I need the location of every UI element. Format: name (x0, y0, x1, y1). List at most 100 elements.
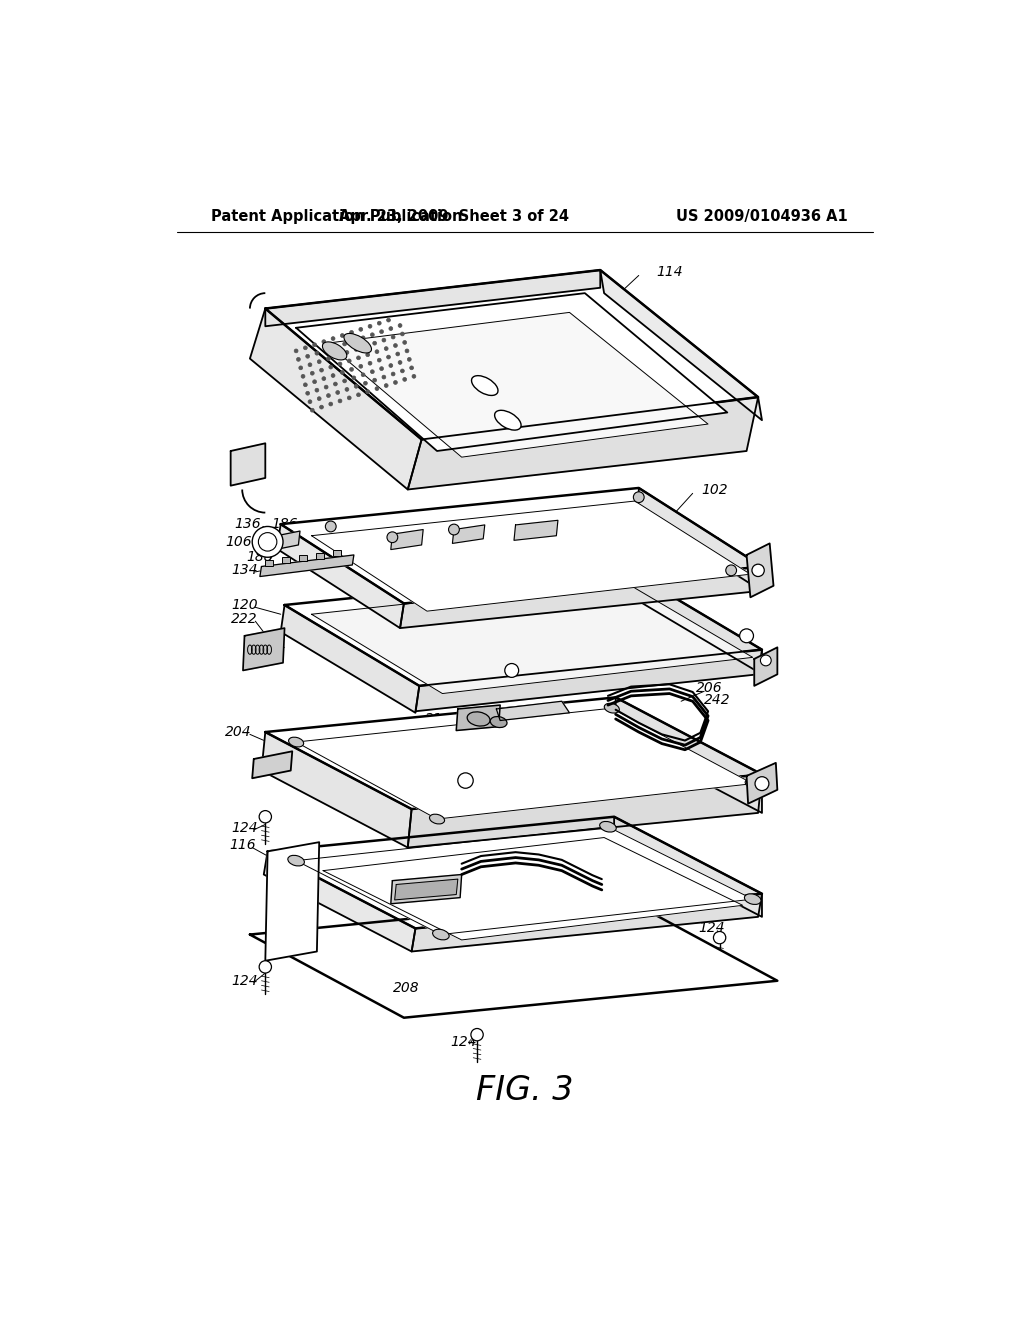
Circle shape (358, 327, 362, 331)
Text: 222: 222 (231, 612, 258, 626)
Text: 206: 206 (696, 681, 723, 696)
Text: 120: 120 (231, 598, 258, 612)
Polygon shape (457, 705, 500, 730)
Polygon shape (285, 570, 762, 686)
Circle shape (303, 346, 307, 350)
Text: 134: 134 (231, 564, 258, 577)
Circle shape (396, 352, 399, 356)
Polygon shape (408, 397, 758, 490)
Circle shape (325, 385, 328, 389)
Polygon shape (243, 628, 285, 671)
Polygon shape (250, 898, 777, 1018)
Circle shape (336, 391, 340, 395)
Circle shape (378, 321, 381, 325)
Text: Apr. 23, 2009  Sheet 3 of 24: Apr. 23, 2009 Sheet 3 of 24 (339, 209, 569, 223)
Circle shape (634, 492, 644, 503)
Text: 124: 124 (687, 876, 714, 891)
Circle shape (739, 628, 754, 643)
Circle shape (354, 347, 358, 351)
Circle shape (389, 326, 393, 330)
Circle shape (371, 370, 374, 374)
Polygon shape (416, 649, 762, 711)
Circle shape (308, 400, 312, 404)
Circle shape (343, 379, 346, 383)
Circle shape (410, 366, 414, 370)
Circle shape (329, 403, 333, 407)
Polygon shape (514, 520, 558, 540)
Bar (265, 560, 273, 566)
Text: 191: 191 (440, 508, 467, 523)
Text: 186: 186 (271, 517, 298, 531)
Ellipse shape (744, 894, 761, 904)
Circle shape (726, 565, 736, 576)
Ellipse shape (471, 376, 498, 396)
Polygon shape (400, 566, 762, 628)
Circle shape (325, 348, 328, 352)
Circle shape (400, 333, 404, 335)
Circle shape (364, 381, 368, 385)
Text: 124: 124 (231, 974, 258, 987)
Polygon shape (755, 647, 777, 686)
Circle shape (338, 399, 342, 403)
Circle shape (368, 325, 372, 329)
Text: 106: 106 (225, 535, 252, 549)
Text: 193: 193 (502, 506, 528, 520)
Bar (299, 554, 307, 561)
Circle shape (761, 655, 771, 665)
Circle shape (294, 348, 298, 352)
Circle shape (315, 388, 318, 392)
Circle shape (406, 348, 409, 352)
Circle shape (322, 376, 326, 380)
Circle shape (366, 389, 370, 393)
Circle shape (361, 372, 365, 376)
Text: 125: 125 (479, 671, 506, 685)
Polygon shape (323, 838, 742, 940)
Circle shape (387, 532, 397, 543)
Circle shape (319, 405, 324, 409)
Text: 208: 208 (393, 982, 420, 995)
Text: 188: 188 (246, 550, 272, 564)
Polygon shape (267, 817, 762, 928)
Polygon shape (296, 708, 753, 818)
Polygon shape (327, 313, 708, 457)
Circle shape (334, 345, 337, 348)
Bar (283, 557, 290, 564)
Text: 125: 125 (693, 536, 720, 550)
Circle shape (378, 358, 381, 362)
Polygon shape (394, 879, 458, 900)
Polygon shape (311, 502, 751, 611)
Circle shape (393, 343, 397, 347)
Circle shape (326, 521, 336, 532)
Ellipse shape (600, 821, 616, 832)
Circle shape (354, 384, 358, 388)
Polygon shape (391, 529, 423, 549)
Circle shape (297, 358, 300, 362)
Circle shape (384, 347, 388, 351)
Circle shape (349, 330, 353, 334)
Polygon shape (260, 554, 354, 577)
Circle shape (449, 524, 460, 535)
Circle shape (505, 664, 518, 677)
Circle shape (301, 375, 305, 379)
Circle shape (471, 1028, 483, 1040)
Polygon shape (264, 851, 416, 952)
Text: 136: 136 (234, 517, 261, 531)
Polygon shape (265, 271, 600, 326)
Circle shape (375, 350, 379, 354)
Circle shape (408, 358, 412, 362)
Circle shape (315, 351, 318, 355)
Circle shape (361, 335, 365, 339)
Circle shape (373, 379, 377, 381)
Circle shape (398, 360, 402, 364)
Polygon shape (276, 524, 403, 628)
Text: 204: 204 (225, 725, 252, 739)
Circle shape (356, 393, 360, 397)
Ellipse shape (604, 704, 620, 713)
Ellipse shape (745, 779, 760, 788)
Circle shape (389, 363, 393, 367)
Polygon shape (281, 605, 419, 713)
Text: 240: 240 (700, 548, 727, 562)
Circle shape (371, 333, 374, 337)
Circle shape (331, 337, 335, 341)
Text: 102: 102 (700, 483, 727, 496)
